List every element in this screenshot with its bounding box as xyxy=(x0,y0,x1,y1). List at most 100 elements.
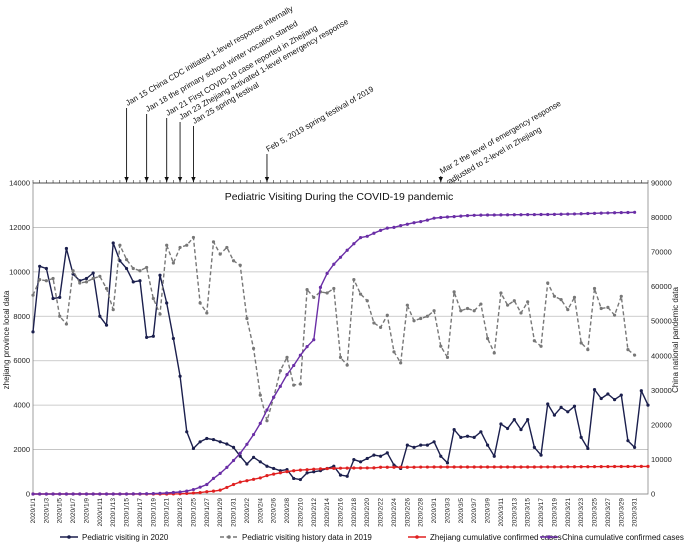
series-point xyxy=(158,273,162,277)
series-point xyxy=(104,323,109,327)
series-point xyxy=(358,236,363,240)
series-point xyxy=(472,213,476,217)
series-point xyxy=(265,473,269,478)
legend-label: Pediatric visiting history data in 2019 xyxy=(242,533,372,542)
series-point xyxy=(325,271,329,275)
series-point xyxy=(459,465,463,469)
series-point xyxy=(465,465,470,469)
series-point xyxy=(251,455,256,459)
x-tick-label: 2020/1/27 xyxy=(204,498,211,527)
series-point xyxy=(405,222,409,226)
series-point xyxy=(439,344,443,348)
x-tick-label: 2020/2/20 xyxy=(364,498,371,527)
series-point xyxy=(165,243,169,247)
series-point xyxy=(399,465,403,469)
series-point xyxy=(539,344,543,348)
series-point xyxy=(465,306,470,311)
series-point xyxy=(646,403,650,407)
series-point xyxy=(251,432,256,437)
series-point xyxy=(599,465,603,469)
series-point xyxy=(245,442,249,446)
x-tick-label: 2020/1/11 xyxy=(97,498,104,527)
series-point xyxy=(472,465,476,469)
series-point xyxy=(84,280,89,284)
series-point xyxy=(358,292,363,296)
series-point xyxy=(559,405,563,409)
x-tick-label: 2020/1/31 xyxy=(231,498,238,527)
series-point xyxy=(185,243,189,247)
series-point xyxy=(211,240,216,244)
series-point xyxy=(626,464,630,469)
series-point xyxy=(606,305,610,309)
series-point xyxy=(499,291,503,295)
series-point xyxy=(539,212,543,217)
x-tick-label: 2020/2/8 xyxy=(284,498,291,524)
series-point xyxy=(392,225,396,230)
series-point xyxy=(492,454,496,458)
series-point xyxy=(265,419,269,423)
series-point xyxy=(559,298,563,302)
series-point xyxy=(512,299,516,303)
y-tick-left-label: 12000 xyxy=(9,223,30,232)
series-point xyxy=(612,464,617,469)
series-point xyxy=(251,477,256,481)
x-tick-label: 2020/2/2 xyxy=(244,498,251,524)
series-group xyxy=(31,210,650,496)
series-point xyxy=(58,314,62,318)
series-point xyxy=(111,241,115,245)
series-point xyxy=(612,313,617,317)
series-point xyxy=(211,476,216,480)
series-point xyxy=(332,466,336,470)
x-tick-label: 2020/3/7 xyxy=(471,498,478,524)
series-point xyxy=(205,482,209,487)
series-point xyxy=(292,469,296,473)
series-point xyxy=(586,348,590,352)
series-point xyxy=(51,492,55,496)
series-point xyxy=(532,212,536,217)
series-point xyxy=(258,476,262,480)
series-point xyxy=(546,212,550,217)
y-tick-left-label: 14000 xyxy=(9,179,30,188)
series-point xyxy=(399,361,403,365)
series-point xyxy=(325,291,329,295)
annotation-text: Feb 5, 2019 spring festival of 2019 xyxy=(264,84,375,153)
series-point xyxy=(31,293,35,297)
series-point xyxy=(579,341,583,345)
y-tick-right-label: 30000 xyxy=(651,386,672,395)
series-point xyxy=(526,300,530,304)
series-point xyxy=(379,454,383,458)
series-point xyxy=(546,402,550,406)
series-point xyxy=(124,492,129,496)
series-point xyxy=(532,465,536,469)
series-point xyxy=(519,311,523,315)
x-tick-label: 2020/2/18 xyxy=(351,498,358,527)
x-tick-label: 2020/3/29 xyxy=(618,498,625,527)
series-point xyxy=(238,451,242,455)
series-point xyxy=(405,443,409,447)
series-point xyxy=(579,212,583,216)
series-point xyxy=(485,336,490,341)
series-point xyxy=(365,299,369,303)
y-tick-right-label: 10000 xyxy=(651,455,672,464)
chart-title: Pediatric Visiting During the COVID-19 p… xyxy=(225,191,454,203)
series-point xyxy=(425,465,430,469)
x-tick-label: 2020/1/3 xyxy=(43,498,50,524)
series-point xyxy=(312,467,316,471)
series-point xyxy=(338,473,343,477)
series-point xyxy=(225,442,229,446)
y-tick-right-label: 0 xyxy=(651,490,655,499)
series-point xyxy=(572,295,577,300)
legend-marker xyxy=(415,535,419,539)
series-point xyxy=(519,213,523,217)
series-point xyxy=(492,213,496,217)
series-point xyxy=(639,389,643,393)
series-point xyxy=(472,435,476,439)
series-point xyxy=(91,276,95,281)
series-point xyxy=(265,464,269,468)
series-point xyxy=(231,445,236,449)
series-point xyxy=(419,316,423,321)
x-tick-label: 2020/3/25 xyxy=(592,498,599,527)
series-point xyxy=(485,213,490,217)
y-tick-left-label: 10000 xyxy=(9,267,30,276)
series-point xyxy=(145,492,149,496)
